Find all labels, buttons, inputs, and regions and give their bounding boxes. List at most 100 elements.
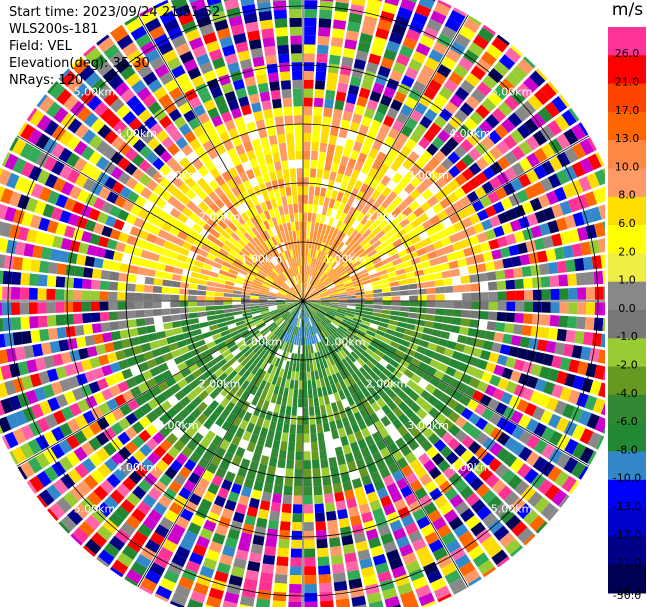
colorbar-tick-label: -8.0 [616, 443, 637, 456]
ray-gate [304, 592, 318, 602]
ray-gate [351, 337, 361, 346]
ray-gate [280, 286, 289, 293]
ray-gate [501, 469, 516, 484]
ray-gate [226, 583, 241, 595]
ray-gate [276, 276, 285, 284]
ray-gate [448, 577, 466, 593]
ray-gate [388, 218, 399, 229]
ray-gate [0, 186, 6, 202]
ray-gate [209, 202, 220, 213]
ray-gate [303, 106, 313, 116]
ray-gate [217, 322, 228, 328]
ray-gate [82, 410, 96, 424]
ray-gate [172, 274, 182, 282]
ray-gate [112, 251, 124, 262]
ray-gate [314, 503, 325, 514]
ray-gate [109, 228, 121, 240]
ray-gate [347, 569, 361, 581]
ray-gate [285, 302, 295, 305]
ray-gate [352, 450, 363, 461]
ray-gate [219, 459, 231, 471]
ray-gate [304, 530, 315, 540]
ray-gate [250, 543, 264, 555]
ray-gate [129, 204, 142, 216]
ray-gate [350, 188, 359, 199]
ray-gate [170, 294, 180, 301]
ray-gate [516, 82, 533, 99]
ray-gate [408, 283, 418, 290]
ray-gate [512, 267, 523, 278]
ray-gate [320, 319, 328, 328]
ray-gate [224, 240, 234, 249]
ray-gate [344, 332, 353, 340]
ray-gate [103, 427, 117, 441]
ray-gate [271, 375, 279, 385]
ray-gate [445, 539, 461, 554]
ray-gate [452, 309, 462, 317]
ray-gate [488, 238, 500, 250]
ray-gate [183, 479, 196, 493]
ray-gate [138, 429, 152, 443]
ray-gate [339, 408, 347, 419]
ray-gate [441, 531, 457, 546]
ray-gate [496, 447, 510, 462]
ray-gate [588, 239, 600, 255]
ray-gate [443, 316, 453, 324]
ray-gate [329, 295, 339, 299]
ray-gate [304, 70, 314, 80]
ray-gate [111, 452, 125, 466]
ray-gate [364, 293, 374, 298]
ray-gate [217, 372, 228, 382]
ray-gate [120, 499, 135, 514]
ray-gate [471, 244, 483, 255]
ray-gate [486, 321, 497, 331]
ray-gate [250, 353, 259, 363]
ray-gate [346, 395, 355, 406]
ray-gate [518, 414, 532, 429]
ray-gate [222, 261, 232, 269]
ray-gate [210, 363, 221, 373]
ray-gate [358, 326, 368, 333]
ray-gate [110, 330, 121, 341]
ray-gate [309, 288, 317, 295]
ray-gate [402, 239, 414, 249]
ray-gate [433, 2, 451, 17]
ray-gate [356, 201, 366, 212]
ray-gate [418, 339, 430, 348]
ray-gate [310, 159, 318, 169]
ray-gate [356, 494, 368, 506]
ray-gate [424, 320, 434, 328]
ray-gate [355, 400, 365, 412]
ray-gate [29, 373, 42, 388]
ray-gate [338, 202, 346, 212]
ray-gate [165, 233, 177, 243]
ray-gate [93, 333, 104, 345]
ray-gate [586, 413, 600, 430]
ray-gate [461, 217, 473, 229]
ray-gate [81, 230, 93, 243]
ray-gate [369, 499, 382, 512]
ray-gate [119, 329, 130, 339]
ray-gate [1, 435, 11, 450]
ray-gate [261, 351, 269, 361]
ray-gate [0, 188, 14, 204]
ray-gate [295, 308, 300, 318]
ray-gate [145, 165, 158, 178]
ray-gate [468, 576, 482, 587]
ray-gate [217, 220, 228, 230]
ray-gate [0, 364, 12, 380]
ray-gate [286, 294, 295, 299]
ray-gate [336, 191, 344, 202]
ray-gate [468, 235, 480, 246]
ray-gate [223, 293, 233, 297]
ray-gate [510, 458, 525, 473]
ray-gate [188, 552, 204, 565]
ray-gate [419, 473, 433, 486]
ray-gate [486, 542, 503, 558]
ray-gate [283, 312, 291, 320]
ray-gate [167, 195, 179, 207]
ray-gate [269, 171, 277, 182]
ray-gate [364, 307, 374, 312]
ray-gate [353, 335, 363, 343]
ray-gate [146, 179, 159, 192]
